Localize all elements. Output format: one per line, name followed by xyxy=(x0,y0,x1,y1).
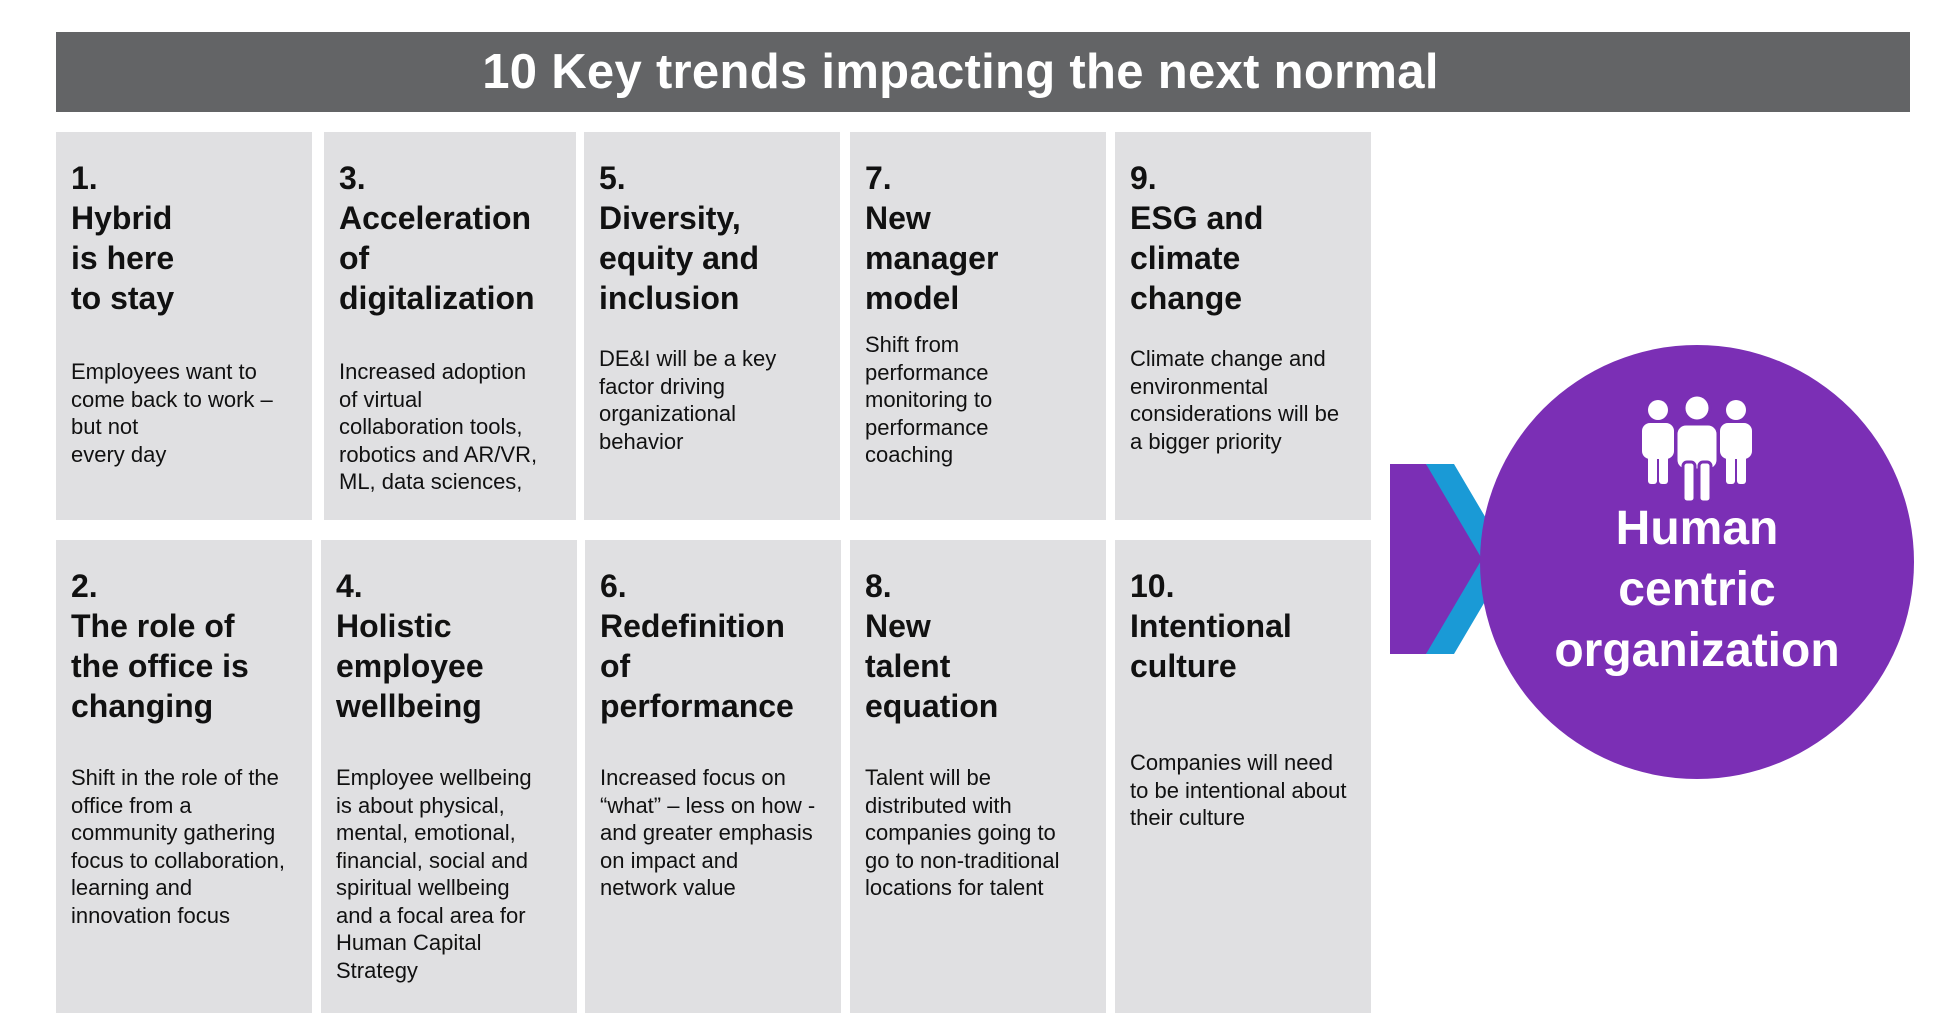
trend-card-3: 3. Acceleration of digitalization Increa… xyxy=(324,132,576,520)
trend-card-4: 4. Holistic employee wellbeing Employee … xyxy=(321,540,577,1013)
trend-title: Diversity, equity and inclusion xyxy=(599,200,760,316)
trend-card-8: 8. New talent equation Talent will be di… xyxy=(850,540,1106,1013)
trend-card-1: 1. Hybrid is here to stay Employees want… xyxy=(56,132,312,520)
page-title: 10 Key trends impacting the next normal xyxy=(482,45,1439,99)
trend-title: Hybrid is here to stay xyxy=(71,200,175,316)
trend-card-7: 7. New manager model Shift from performa… xyxy=(850,132,1106,520)
trend-number: 4. xyxy=(336,568,363,604)
trend-number: 5. xyxy=(599,160,626,196)
title-banner: 10 Key trends impacting the next normal xyxy=(56,32,1910,112)
hub-label: Human centric organization xyxy=(1554,502,1840,677)
trend-description: Increased adoption of virtual collaborat… xyxy=(339,359,538,494)
trend-number: 8. xyxy=(865,568,892,604)
trend-description: Employees want to come back to work – bu… xyxy=(71,359,273,467)
trend-card-5: 5. Diversity, equity and inclusion DE&I … xyxy=(584,132,840,520)
trend-title: Intentional culture xyxy=(1130,608,1292,684)
trend-title: The role of the office is changing xyxy=(71,608,249,724)
trend-title: Acceleration of digitalization xyxy=(339,200,535,316)
trend-number: 9. xyxy=(1130,160,1157,196)
trend-card-6: 6. Redefinition of performance Increased… xyxy=(585,540,841,1013)
trend-number: 7. xyxy=(865,160,892,196)
trend-description: Increased focus on “what” – less on how … xyxy=(600,765,816,900)
trend-description: Employee wellbeing is about physical, me… xyxy=(336,765,532,983)
trend-description: Shift from performance monitoring to per… xyxy=(865,332,993,467)
trend-number: 3. xyxy=(339,160,366,196)
trend-card-10: 10. Intentional culture Companies will n… xyxy=(1115,540,1371,1013)
trend-description: Shift in the role of the office from a c… xyxy=(71,765,286,928)
purple-arrow-shape xyxy=(1390,464,1510,654)
trend-title: New manager model xyxy=(865,200,999,316)
trend-number: 1. xyxy=(71,160,98,196)
trend-number: 6. xyxy=(600,568,627,604)
trend-card-9: 9. ESG and climate change Climate change… xyxy=(1115,132,1371,520)
trend-title: New talent equation xyxy=(865,608,999,724)
trend-description: DE&I will be a key factor driving organi… xyxy=(599,346,777,454)
trend-title: ESG and climate change xyxy=(1130,200,1264,316)
trend-card-2: 2. The role of the office is changing Sh… xyxy=(56,540,312,1013)
trend-number: 2. xyxy=(71,568,98,604)
trend-title: Holistic employee wellbeing xyxy=(336,608,484,724)
trend-description: Climate change and environmental conside… xyxy=(1130,346,1340,454)
people-group-icon xyxy=(1642,393,1752,504)
trend-description: Companies will need to be intentional ab… xyxy=(1130,750,1347,830)
trend-title: Redefinition of performance xyxy=(600,608,794,724)
trend-number: 10. xyxy=(1130,568,1175,604)
trend-description: Talent will be distributed with companie… xyxy=(865,765,1060,900)
